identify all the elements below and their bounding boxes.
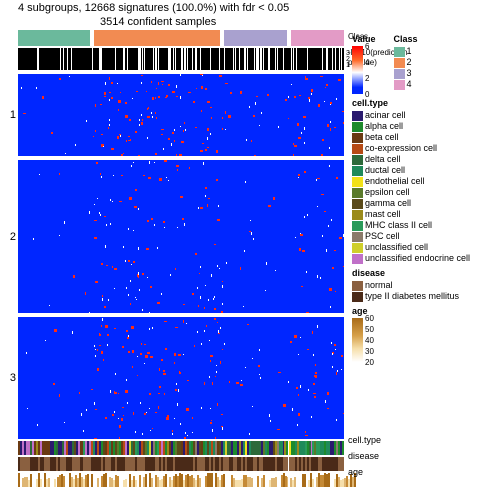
legend-title: Value	[352, 34, 376, 45]
age-label: age	[348, 467, 363, 477]
class-bar-1	[18, 30, 90, 46]
legend-item: 1	[394, 46, 418, 57]
disease-row	[18, 457, 344, 471]
celltype-label: cell.type	[348, 435, 381, 445]
legend-item: 2	[394, 57, 418, 68]
class-annotation-bar	[18, 30, 344, 46]
legend-title: Class	[394, 34, 418, 45]
pvalue-bar	[18, 48, 344, 70]
legend-item: ductal cell	[352, 165, 470, 176]
pv-tick-1: 1	[346, 62, 350, 69]
legend-item: PSC cell	[352, 231, 470, 242]
title-line1: 4 subgroups, 12668 signatures (100.0%) w…	[18, 2, 289, 14]
row-label-3: 3	[6, 372, 16, 384]
legend-item: alpha cell	[352, 121, 470, 132]
class-bar-4	[291, 30, 344, 46]
legend-panel: Value0246Class1234cell.typeacinar cellal…	[352, 30, 470, 362]
legend-title: disease	[352, 268, 470, 279]
legend-item: beta cell	[352, 132, 470, 143]
legend-item: 3	[394, 68, 418, 79]
main-stage: 1 2 3	[18, 30, 344, 470]
class-bar-3	[224, 30, 287, 46]
legend-item: unclassified endocrine cell	[352, 253, 470, 264]
legend-item: co-expression cell	[352, 143, 470, 154]
age-row	[18, 473, 344, 487]
legend-item: type II diabetes mellitus	[352, 291, 470, 302]
title-line2: 3514 confident samples	[100, 16, 216, 28]
legend-item: normal	[352, 280, 470, 291]
legend-item: delta cell	[352, 154, 470, 165]
legend-item: mast cell	[352, 209, 470, 220]
legend-item: unclassified cell	[352, 242, 470, 253]
disease-label: disease	[348, 451, 379, 461]
legend-item: MHC class II cell	[352, 220, 470, 231]
legend-item: gamma cell	[352, 198, 470, 209]
celltype-row	[18, 441, 344, 455]
legend-title: cell.type	[352, 98, 470, 109]
row-label-1: 1	[6, 109, 16, 121]
legend-item: 4	[394, 79, 418, 90]
legend-item: endothelial cell	[352, 176, 470, 187]
class-bar-2	[94, 30, 220, 46]
legend-item: acinar cell	[352, 110, 470, 121]
row-label-2: 2	[6, 231, 16, 243]
heatmap	[18, 74, 344, 439]
legend-item: epsilon cell	[352, 187, 470, 198]
